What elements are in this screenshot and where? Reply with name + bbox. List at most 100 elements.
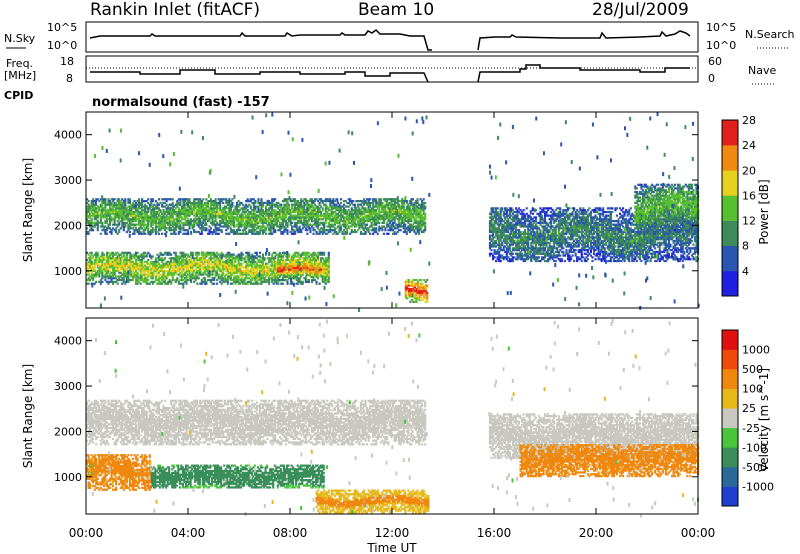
power-cell — [104, 198, 106, 200]
power-cell — [106, 233, 108, 235]
power-cell — [352, 200, 354, 202]
nsky-label: N.Sky — [4, 32, 36, 45]
power-cell — [172, 202, 174, 204]
power-cell — [158, 233, 160, 235]
nsky-trace-2 — [478, 31, 690, 50]
power-cell — [138, 198, 140, 200]
power-cell — [114, 198, 116, 200]
power-cell — [340, 198, 342, 200]
power-cell — [340, 202, 342, 204]
power-cell — [176, 277, 178, 279]
nsearch-tick-bottom: 10^0 — [706, 39, 736, 52]
power-cell — [260, 198, 262, 200]
cpid-text: normalsound (fast) -157 — [92, 95, 270, 110]
power-cell — [424, 213, 426, 215]
power-cell — [404, 224, 406, 226]
power-cell — [152, 198, 154, 200]
power-cell — [322, 207, 324, 209]
power-cell — [136, 252, 138, 254]
power-cell — [256, 252, 258, 254]
power-cell — [268, 252, 270, 254]
power-cell — [129, 231, 131, 233]
power-heatmap — [86, 112, 700, 312]
power-cell — [400, 229, 402, 231]
nsearch-label: N.Search — [745, 28, 795, 41]
power-cell — [91, 218, 93, 220]
power-cell — [216, 283, 218, 285]
nave-tick-top: 60 — [708, 55, 722, 68]
power-cell — [88, 200, 90, 202]
power-cell — [299, 225, 301, 227]
power-cell — [196, 283, 198, 285]
power-cell — [166, 231, 168, 233]
nsky-panel: N.Sky 10^5 10^0 10^5 10^0 N.Search — [4, 21, 795, 52]
power-cell — [406, 200, 408, 202]
power-cell — [221, 229, 223, 231]
nave-label: Nave — [748, 64, 776, 77]
power-cell — [164, 257, 166, 259]
power-cell — [257, 198, 259, 200]
power-cell — [222, 202, 224, 204]
power-cell — [262, 254, 264, 256]
power-cell — [205, 227, 207, 229]
power-cell — [274, 198, 276, 200]
power-cell — [263, 257, 265, 259]
power-cell — [280, 204, 282, 206]
power-cell — [231, 198, 233, 200]
power-cell — [274, 229, 276, 231]
power-cell — [424, 205, 426, 207]
power-cell — [306, 233, 308, 235]
power-cell — [215, 198, 217, 200]
power-cell — [423, 198, 425, 200]
power-cell — [302, 281, 304, 283]
power-cell — [286, 229, 288, 231]
freq-tick-bottom: 8 — [66, 72, 73, 85]
power-cell — [288, 254, 290, 256]
power-cell — [412, 198, 414, 200]
power-cell — [242, 254, 244, 256]
power-cell — [190, 231, 192, 233]
power-cell — [97, 252, 99, 254]
power-cell — [387, 233, 389, 235]
nsearch-tick-top: 10^5 — [706, 21, 736, 34]
power-cell — [103, 254, 105, 256]
power-cell — [95, 281, 97, 283]
power-cell — [189, 198, 191, 200]
power-cell — [101, 281, 103, 283]
nsky-tick-bottom: 10^0 — [47, 39, 77, 52]
power-cell — [117, 283, 119, 285]
power-cell — [286, 198, 288, 200]
power-cell — [192, 252, 194, 254]
power-cell — [259, 252, 261, 254]
power-cell — [254, 200, 256, 202]
nsky-trace — [90, 30, 432, 50]
power-cell — [129, 198, 131, 200]
power-cell — [250, 205, 252, 207]
power-cell — [319, 283, 321, 285]
power-cell — [241, 263, 243, 265]
power-cell — [92, 229, 94, 231]
power-cell — [101, 222, 103, 224]
freq-panel: Freq. [MHz] 18 8 60 0 Nave — [4, 55, 776, 85]
power-cell — [202, 198, 204, 200]
power-cell — [377, 233, 379, 235]
power-cell — [136, 272, 138, 274]
power-cell — [381, 202, 383, 204]
power-cell — [316, 281, 318, 283]
power-cell — [210, 227, 212, 229]
power-cell — [383, 233, 385, 235]
power-cell — [172, 198, 174, 200]
power-cell — [147, 259, 149, 261]
power-cell — [375, 227, 377, 229]
freq-tick-top: 18 — [60, 55, 74, 68]
power-cell — [354, 204, 356, 206]
power-cell — [175, 233, 177, 235]
power-cell — [140, 283, 142, 285]
power-cell — [218, 233, 220, 235]
power-cell — [175, 252, 177, 254]
power-cell — [100, 233, 102, 235]
power-cell — [147, 198, 149, 200]
power-cell — [308, 279, 310, 281]
power-cell — [147, 279, 149, 281]
